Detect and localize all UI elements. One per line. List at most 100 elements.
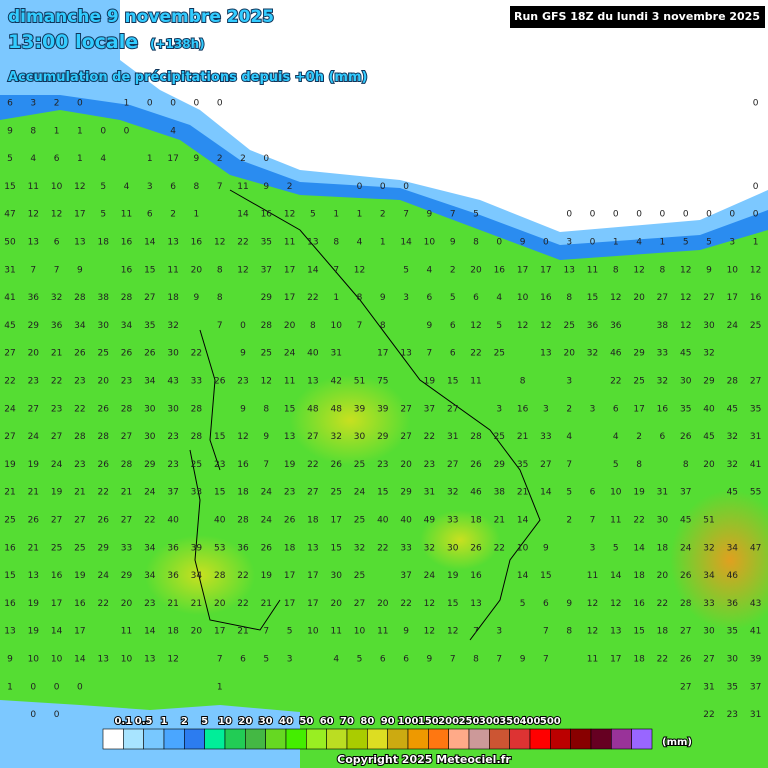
legend-swatch xyxy=(387,728,409,750)
grid-value: 19 xyxy=(261,571,273,581)
grid-value: 46 xyxy=(610,349,622,359)
grid-value: 35 xyxy=(144,321,155,331)
grid-value: 5 xyxy=(683,238,689,248)
grid-value: 0 xyxy=(613,210,619,220)
grid-value: 31 xyxy=(750,710,761,720)
grid-value: 26 xyxy=(261,543,273,553)
grid-value: 5 xyxy=(706,238,712,248)
grid-value: 1 xyxy=(77,154,83,164)
grid-value: 32 xyxy=(703,349,714,359)
grid-value: 9 xyxy=(240,404,246,414)
grid-value: 20 xyxy=(703,460,715,470)
grid-value: 7 xyxy=(30,265,36,275)
legend-swatch xyxy=(590,728,612,750)
grid-value: 20 xyxy=(470,265,482,275)
grid-value: 30 xyxy=(703,321,715,331)
grid-value: 15 xyxy=(4,182,15,192)
grid-value: 37 xyxy=(680,488,691,498)
grid-value: 30 xyxy=(167,404,179,414)
grid-value: 6 xyxy=(543,599,549,609)
grid-value: 27 xyxy=(400,432,411,442)
grid-value: 10 xyxy=(121,655,133,665)
legend-label: 500 xyxy=(540,716,561,727)
grid-value: 45 xyxy=(680,349,691,359)
grid-value: 0 xyxy=(729,210,735,220)
grid-value: 22 xyxy=(74,404,85,414)
grid-value: 14 xyxy=(51,627,63,637)
grid-value: 30 xyxy=(354,432,366,442)
grid-value: 28 xyxy=(237,516,249,526)
grid-value: 27 xyxy=(307,432,318,442)
grid-value: 8 xyxy=(333,238,339,248)
grid-value: 4 xyxy=(636,238,642,248)
grid-value: 31 xyxy=(4,265,15,275)
grid-value: 22 xyxy=(307,293,318,303)
grid-value: 23 xyxy=(74,377,85,387)
grid-value: 23 xyxy=(28,377,39,387)
grid-value: 9 xyxy=(427,321,433,331)
grid-value: 17 xyxy=(330,516,341,526)
grid-value: 16 xyxy=(191,238,203,248)
grid-value: 37 xyxy=(750,682,761,692)
grid-value: 22 xyxy=(191,349,202,359)
subtitle: Accumulation de précipitations depuis +0… xyxy=(8,70,367,85)
grid-value: 7 xyxy=(496,655,502,665)
grid-value: 22 xyxy=(610,377,621,387)
legend-swatch xyxy=(143,728,165,750)
grid-value: 29 xyxy=(377,432,389,442)
grid-value: 22 xyxy=(470,349,481,359)
grid-value: 10 xyxy=(330,321,342,331)
grid-value: 43 xyxy=(167,377,178,387)
grid-value: 29 xyxy=(97,543,109,553)
grid-value: 45 xyxy=(4,321,15,331)
legend-label: 150 xyxy=(418,716,439,727)
grid-value: 25 xyxy=(563,321,574,331)
grid-value: 28 xyxy=(121,293,133,303)
grid-value: 39 xyxy=(191,543,203,553)
grid-value: 7 xyxy=(217,182,223,192)
grid-value: 32 xyxy=(51,293,62,303)
grid-value: 13 xyxy=(610,627,621,637)
grid-value: 24 xyxy=(51,460,63,470)
grid-value: 6 xyxy=(660,432,666,442)
grid-value: 50 xyxy=(4,238,16,248)
grid-value: 25 xyxy=(330,488,341,498)
grid-value: 26 xyxy=(144,349,156,359)
grid-value: 22 xyxy=(307,460,318,470)
grid-value: 15 xyxy=(144,265,155,275)
grid-value: 11 xyxy=(167,265,178,275)
grid-value: 28 xyxy=(191,432,203,442)
grid-value: 0 xyxy=(706,210,712,220)
grid-value: 3 xyxy=(590,404,596,414)
grid-value: 8 xyxy=(357,293,363,303)
grid-value: 29 xyxy=(28,321,40,331)
grid-value: 14 xyxy=(517,516,529,526)
grid-value: 36 xyxy=(727,599,739,609)
grid-value: 3 xyxy=(496,627,502,637)
grid-value: 23 xyxy=(144,599,155,609)
grid-value: 6 xyxy=(54,238,60,248)
grid-value: 17 xyxy=(540,265,551,275)
grid-value: 10 xyxy=(354,627,366,637)
grid-value: 28 xyxy=(470,432,482,442)
grid-value: 34 xyxy=(121,321,133,331)
grid-value: 11 xyxy=(237,182,248,192)
grid-value: 36 xyxy=(167,571,179,581)
grid-value: 7 xyxy=(403,210,409,220)
grid-value: 16 xyxy=(4,543,16,553)
grid-value: 0 xyxy=(753,99,759,109)
grid-value: 13 xyxy=(167,238,178,248)
grid-value: 9 xyxy=(520,238,526,248)
grid-value: 35 xyxy=(727,627,738,637)
grid-value: 2 xyxy=(54,99,60,109)
grid-value: 45 xyxy=(727,404,738,414)
legend-swatch xyxy=(468,728,490,750)
grid-value: 4 xyxy=(427,265,433,275)
grid-value: 2 xyxy=(450,265,456,275)
grid-value: 35 xyxy=(261,238,272,248)
grid-value: 23 xyxy=(237,377,248,387)
grid-value: 35 xyxy=(750,404,761,414)
grid-value: 2 xyxy=(240,154,246,164)
grid-value: 10 xyxy=(517,543,529,553)
grid-value: 21 xyxy=(517,432,528,442)
